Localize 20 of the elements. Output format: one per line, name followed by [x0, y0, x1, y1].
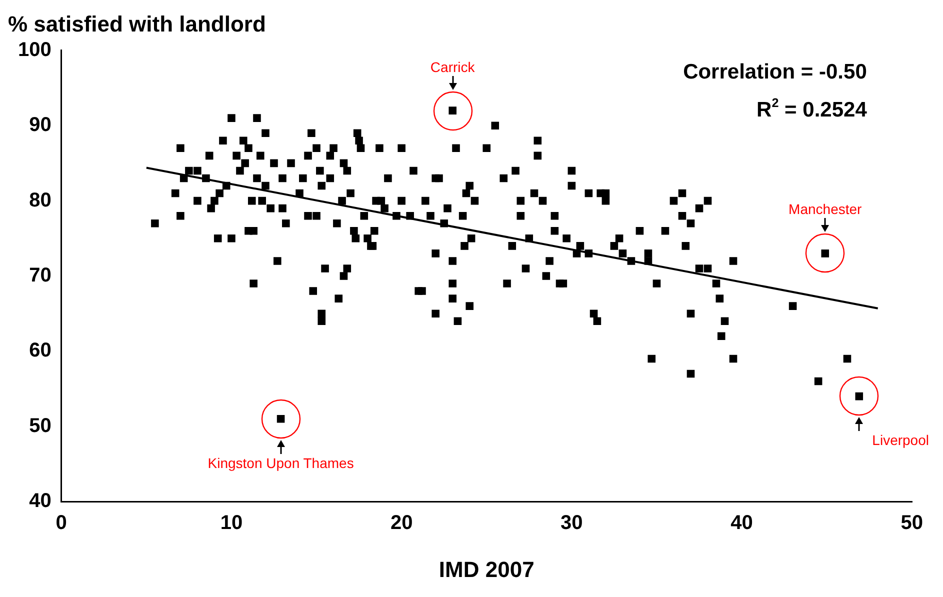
x-tick-label: 40 — [730, 512, 753, 534]
y-tick-label: 40 — [29, 490, 52, 512]
annotation: Liverpool — [871, 431, 929, 450]
annotation: Carrick — [429, 58, 476, 76]
annotation: Kingston Upon Thames — [206, 454, 355, 472]
x-tick-label: 50 — [900, 512, 923, 534]
y-tick-label: 100 — [18, 38, 52, 61]
x-tick-label: 10 — [220, 512, 243, 534]
annotation: Correlation = -0.50 — [683, 60, 867, 84]
y-axis-title: % satisfied with landlord — [8, 11, 266, 36]
y-tick-label: 50 — [29, 414, 52, 437]
x-tick-label: 20 — [390, 512, 413, 534]
y-tick-label: 80 — [29, 189, 52, 212]
y-tick-label: 90 — [29, 114, 52, 136]
x-axis-title: IMD 2007 — [438, 556, 534, 582]
y-tick-label: 70 — [29, 264, 52, 287]
y-tick-label: 60 — [29, 340, 52, 362]
annotation: Manchester — [788, 200, 863, 218]
x-tick-label: 30 — [560, 512, 583, 534]
x-tick-label: 0 — [56, 512, 67, 534]
